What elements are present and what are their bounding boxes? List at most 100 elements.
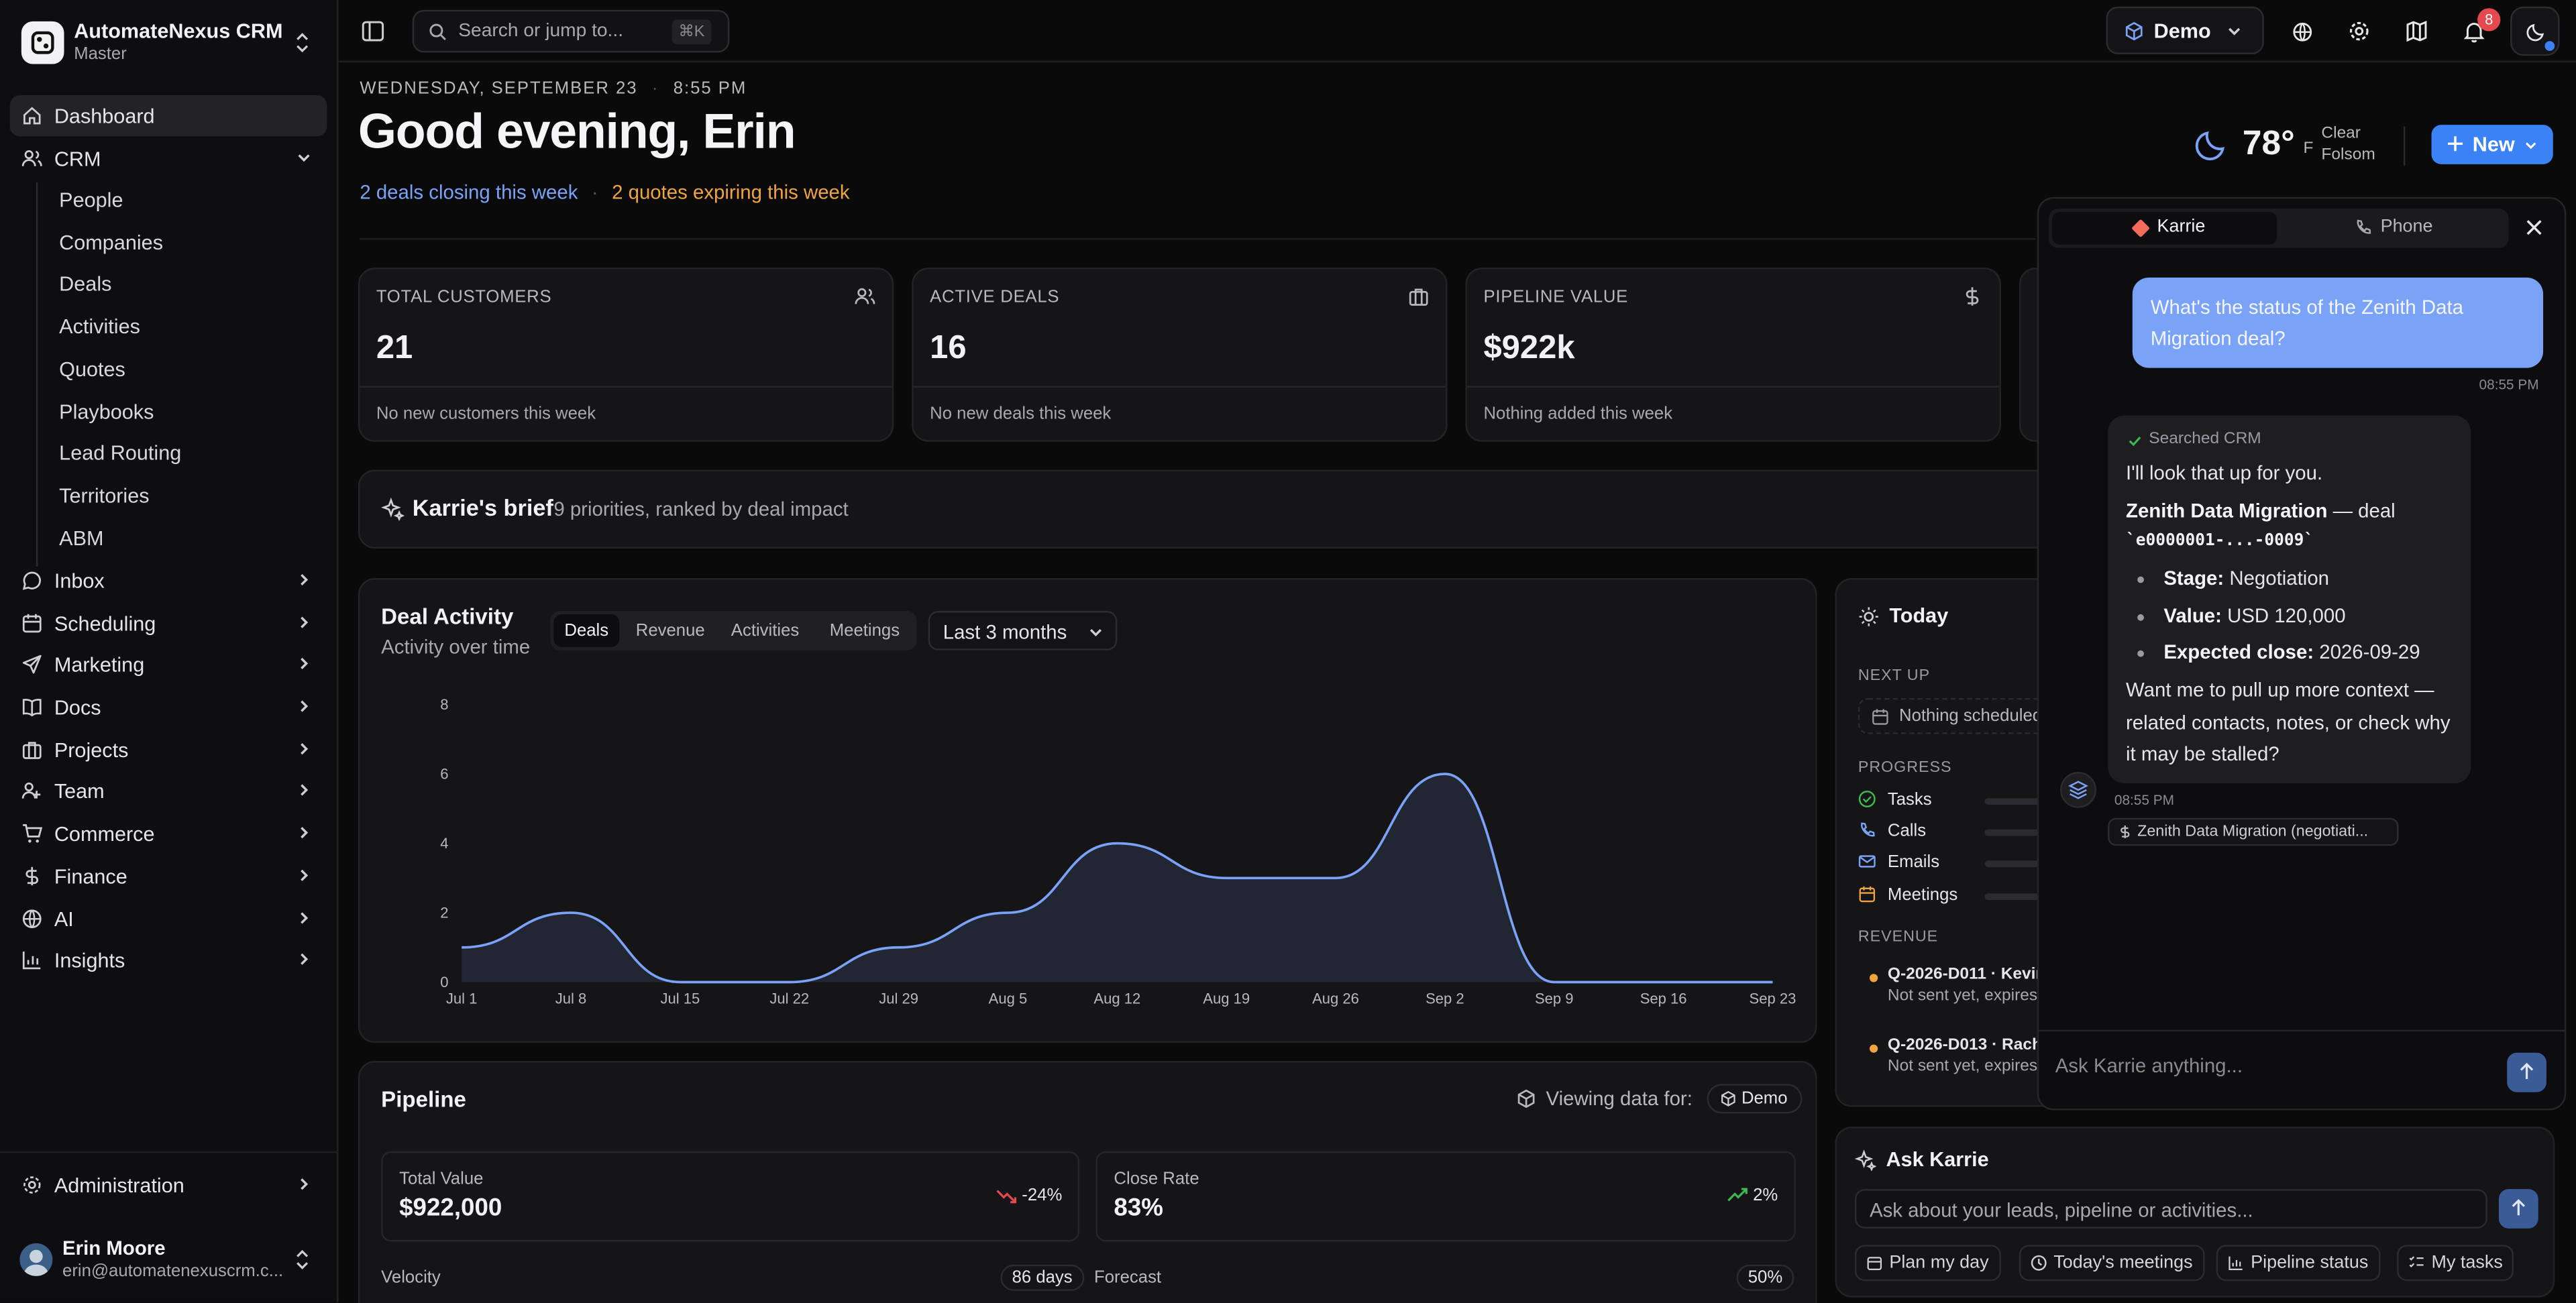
nav-scheduling-label: Scheduling xyxy=(54,612,156,635)
nav-team[interactable]: Team xyxy=(10,771,327,811)
cube-icon xyxy=(1516,1089,1536,1109)
user-message: What's the status of the Zenith Data Mig… xyxy=(2132,277,2544,368)
karrie-diamond-icon xyxy=(2131,219,2150,238)
chip-pipeline-status[interactable]: Pipeline status xyxy=(2216,1245,2380,1282)
chip-plan-my-day[interactable]: Plan my day xyxy=(1854,1245,2000,1282)
nav-crm-territories[interactable]: Territories xyxy=(59,484,150,508)
nav-administration[interactable]: Administration xyxy=(10,1164,327,1205)
nav-docs[interactable]: Docs xyxy=(10,687,327,728)
pipeline-workspace-badge[interactable]: Demo xyxy=(1707,1084,1803,1114)
stage-label: Stage: xyxy=(2163,566,2224,590)
tab-revenue[interactable]: Revenue xyxy=(635,620,705,641)
quote-id[interactable]: Q-2026-D013 · Rach xyxy=(1887,1036,2042,1055)
search-bar[interactable]: Search or jump to... ⌘K xyxy=(412,9,730,53)
activity-tabs: Deals Revenue Activities Meetings xyxy=(550,611,917,650)
nav-crm-people[interactable]: People xyxy=(59,188,123,212)
updown-chevron-icon xyxy=(294,1248,310,1271)
sidebar-toggle-icon[interactable] xyxy=(362,19,384,42)
kpi-label: ACTIVE DEALS xyxy=(930,287,1060,307)
date-range-label: Last 3 months xyxy=(943,620,1067,644)
home-icon xyxy=(21,105,43,127)
x-tick-label: Jul 1 xyxy=(446,990,478,1007)
nav-ai[interactable]: AI xyxy=(10,899,327,940)
workspace-select[interactable]: Demo xyxy=(2106,6,2264,54)
nav-crm-lead-routing[interactable]: Lead Routing xyxy=(59,441,182,465)
chip-my-tasks[interactable]: My tasks xyxy=(2397,1245,2514,1282)
chat-input-placeholder[interactable]: Ask Karrie anything... xyxy=(2055,1054,2243,1078)
kpi-pipeline-value[interactable]: PIPELINE VALUE $922k Nothing added this … xyxy=(1465,268,2001,442)
deal-reference-chip[interactable]: Zenith Data Migration (negotiati... xyxy=(2108,817,2399,846)
cube-icon xyxy=(1720,1090,1736,1107)
nav-commerce[interactable]: Commerce xyxy=(10,813,327,854)
kpi-total-customers[interactable]: TOTAL CUSTOMERS 21 No new customers this… xyxy=(358,268,894,442)
ask-send-button[interactable] xyxy=(2498,1189,2538,1229)
link-separator: · xyxy=(591,180,598,204)
nav-projects[interactable]: Projects xyxy=(10,729,327,770)
nav-crm-playbooks[interactable]: Playbooks xyxy=(59,400,154,424)
today-card: Today NEXT UP Nothing scheduled PROGRESS… xyxy=(1835,578,2065,1107)
layers-icon xyxy=(2068,780,2088,799)
chip-todays-meetings[interactable]: Today's meetings xyxy=(2019,1245,2204,1282)
calendar-icon xyxy=(21,612,43,634)
nav-inbox[interactable]: Inbox xyxy=(10,560,327,601)
user-menu[interactable]: Erin Moore erin@automatenexuscrm.c... xyxy=(10,1229,327,1291)
meetings-bar xyxy=(1984,893,2065,901)
forecast-value: 50% xyxy=(1736,1264,1794,1291)
weather-condition: Clear xyxy=(2321,125,2361,144)
nav-crm-companies[interactable]: Companies xyxy=(59,231,164,255)
chat-send-button[interactable] xyxy=(2507,1052,2546,1092)
app-name: AutomateNexus CRM xyxy=(74,19,283,43)
nav-dashboard[interactable]: Dashboard xyxy=(9,95,327,137)
theme-status-dot xyxy=(2544,41,2555,51)
x-tick-label: Jul 8 xyxy=(555,990,587,1007)
karrie-brief[interactable]: Karrie's brief 9 priorities, ranked by d… xyxy=(358,469,2051,549)
tab-karrie[interactable]: Karrie xyxy=(2051,211,2277,245)
bell-icon[interactable] xyxy=(2456,13,2492,50)
language-globe-icon[interactable] xyxy=(2284,13,2320,50)
deals-closing-link[interactable]: 2 deals closing this week xyxy=(360,180,578,204)
nav-insights[interactable]: Insights xyxy=(10,940,327,980)
close-rate-change: 2% xyxy=(1753,1186,1778,1206)
emails-bar xyxy=(1984,860,2065,868)
nav-crm-deals[interactable]: Deals xyxy=(59,272,112,296)
theme-toggle[interactable] xyxy=(2510,6,2560,56)
topbar: Search or jump to... ⌘K Demo 8 xyxy=(338,0,2576,63)
dollar-icon xyxy=(2118,824,2133,839)
weather-widget: 78° F Clear Folsom xyxy=(2193,121,2390,170)
tab-meetings[interactable]: Meetings xyxy=(829,620,900,641)
workspace-switcher[interactable]: AutomateNexus CRM Master xyxy=(13,13,325,72)
nav-team-label: Team xyxy=(54,779,105,803)
nav-scheduling[interactable]: Scheduling xyxy=(10,603,327,644)
activity-subtitle: Activity over time xyxy=(381,635,531,659)
tab-activities[interactable]: Activities xyxy=(731,620,800,641)
kpi-value: 16 xyxy=(930,330,967,367)
settings-gear-icon[interactable] xyxy=(2341,13,2377,50)
new-button[interactable]: New xyxy=(2431,125,2553,164)
kpi-active-deals[interactable]: ACTIVE DEALS 16 No new deals this week xyxy=(912,268,1448,442)
map-icon[interactable] xyxy=(2399,13,2435,50)
nav-crm-activities[interactable]: Activities xyxy=(59,315,140,339)
nav-inbox-label: Inbox xyxy=(54,569,105,592)
close-icon[interactable] xyxy=(2525,219,2543,237)
kpi-subtext: Nothing added this week xyxy=(1466,386,2000,441)
quote-id[interactable]: Q-2026-D011 · Kevin xyxy=(1887,966,2046,984)
tab-phone[interactable]: Phone xyxy=(2280,212,2506,245)
tab-deals[interactable]: Deals xyxy=(553,614,620,647)
tasks-bar xyxy=(1984,798,2065,805)
ask-karrie-input[interactable]: Ask about your leads, pipeline or activi… xyxy=(1854,1189,2487,1229)
nav-crm[interactable]: CRM xyxy=(10,138,327,179)
team-icon xyxy=(21,780,43,801)
nav-marketing[interactable]: Marketing xyxy=(10,644,327,685)
x-tick-label: Aug 26 xyxy=(1312,990,1359,1007)
date-range-select[interactable]: Last 3 months xyxy=(928,611,1118,650)
nav-finance[interactable]: Finance xyxy=(10,856,327,897)
nav-crm-abm[interactable]: ABM xyxy=(59,527,104,551)
phone-icon xyxy=(1858,822,1876,840)
nav-crm-quotes[interactable]: Quotes xyxy=(59,357,125,382)
chat-tabs: Karrie Phone xyxy=(2048,209,2509,248)
nothing-scheduled: Nothing scheduled xyxy=(1858,697,2065,734)
quotes-expiring-link[interactable]: 2 quotes expiring this week xyxy=(612,180,850,204)
avatar xyxy=(19,1243,53,1276)
bar-chart-icon xyxy=(21,950,43,971)
progress-meetings: Meetings xyxy=(1887,885,1958,905)
